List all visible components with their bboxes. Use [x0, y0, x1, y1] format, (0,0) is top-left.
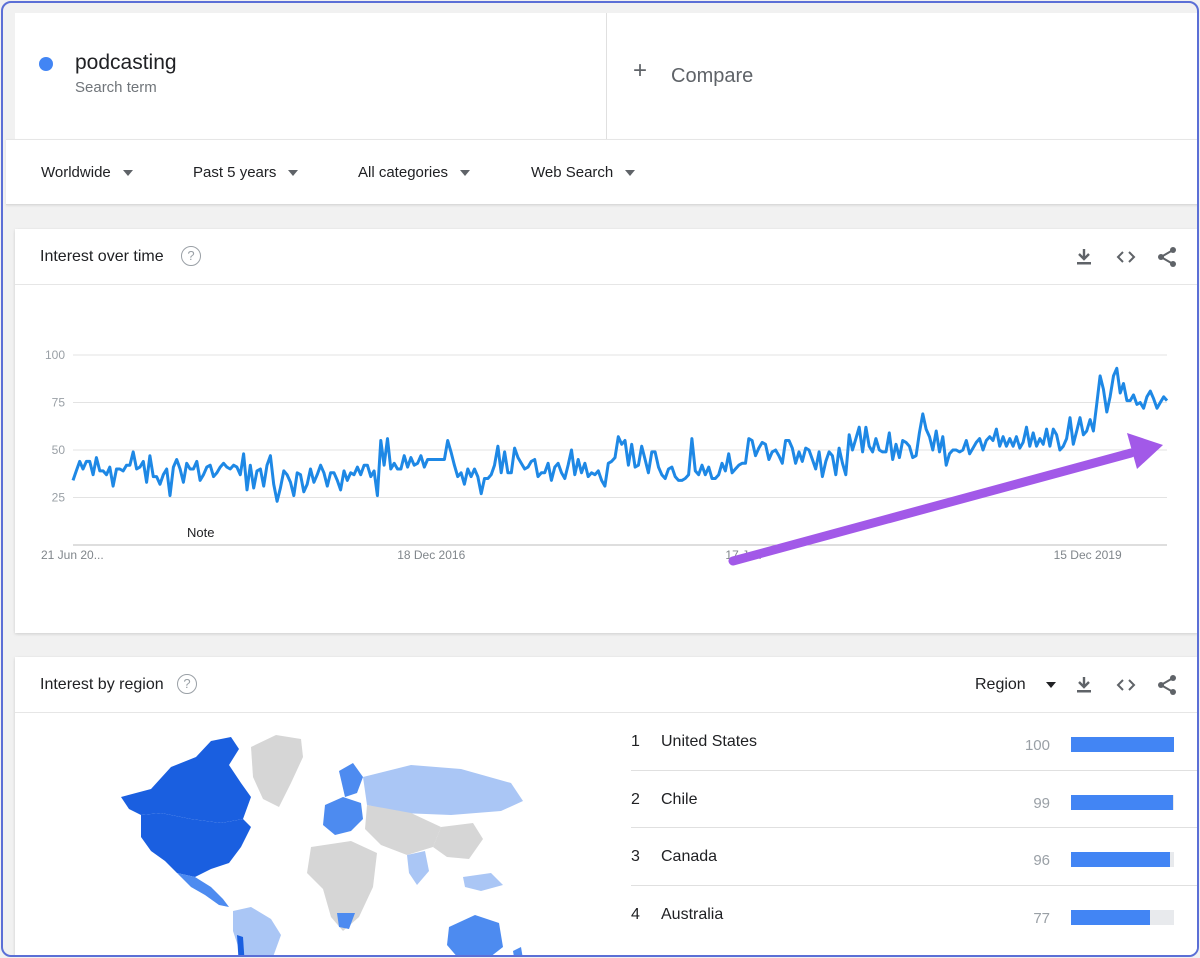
region-bar-track [1071, 737, 1174, 752]
region-filter-label: Worldwide [41, 164, 111, 181]
map-region-chile[interactable] [237, 935, 245, 957]
list-item[interactable]: 2 Chile 99 [631, 771, 1197, 828]
map-region-africa [307, 841, 377, 931]
compare-button[interactable]: + Compare [607, 13, 1197, 139]
region-bar-track [1071, 852, 1174, 867]
search-term-name: podcasting [75, 51, 177, 74]
region-bar-fill [1071, 852, 1170, 867]
embed-code-icon[interactable] [1114, 673, 1138, 697]
region-value: 99 [1033, 794, 1050, 812]
download-icon[interactable] [1072, 673, 1096, 697]
help-icon[interactable]: ? [181, 246, 201, 266]
list-item[interactable]: 3 Canada 96 [631, 828, 1197, 886]
region-value: 100 [1024, 737, 1050, 754]
map-region-india[interactable] [407, 851, 429, 885]
map-region-australia[interactable] [447, 915, 503, 957]
map-region-united-states[interactable] [141, 813, 251, 877]
map-region-south-africa[interactable] [337, 913, 355, 929]
search-type-filter-label: Web Search [531, 164, 614, 181]
region-ranking-list: 1 United States 100 2 Chile 99 3 Canada … [631, 713, 1197, 944]
y-tick-label: 25 [52, 491, 66, 505]
y-tick-label: 75 [52, 396, 66, 410]
plus-icon: + [633, 57, 648, 84]
card-header: Interest by region ? Region [15, 657, 1197, 713]
interest-over-time-title: Interest over time [40, 248, 164, 265]
trend-arrow-head [1127, 433, 1163, 469]
region-bar-fill [1071, 909, 1151, 925]
region-rank: 1 [631, 733, 640, 750]
period-filter-dropdown[interactable]: Past 5 years [193, 164, 299, 181]
map-region-southeast-asia[interactable] [463, 873, 503, 891]
filter-bar: Worldwide Past 5 years All categories We… [6, 139, 1197, 205]
map-region-new-zealand[interactable] [513, 947, 523, 957]
share-icon[interactable] [1155, 245, 1179, 269]
map-region-asia [365, 805, 441, 855]
x-tick-label: 15 Dec 2019 [1054, 548, 1122, 562]
caret-down-icon [288, 169, 299, 176]
caret-down-icon [122, 169, 133, 176]
term-color-dot [39, 57, 53, 71]
world-map[interactable] [111, 727, 531, 957]
map-region-europe[interactable] [323, 797, 363, 835]
caret-down-icon [1045, 682, 1056, 688]
map-region-canada[interactable] [121, 737, 251, 823]
region-filter-dropdown[interactable]: Worldwide [41, 164, 133, 181]
caret-down-icon [460, 169, 471, 176]
map-region-east-asia [433, 823, 483, 859]
list-item[interactable]: 4 Australia 77 [631, 886, 1197, 944]
map-region-scandinavia[interactable] [339, 763, 363, 797]
region-bar-track [1071, 794, 1174, 810]
x-tick-label: 21 Jun 20... [41, 548, 104, 562]
series-line [71, 366, 1169, 503]
region-name: United States [661, 733, 758, 750]
region-name: Chile [661, 790, 698, 808]
y-tick-label: 100 [45, 348, 65, 362]
region-bar-track [1071, 909, 1174, 925]
download-icon[interactable] [1072, 245, 1096, 269]
region-rank: 2 [631, 790, 640, 808]
list-item[interactable]: 1 United States 100 [631, 713, 1197, 771]
region-value: 96 [1033, 852, 1050, 869]
help-icon[interactable]: ? [177, 674, 197, 694]
map-region-mexico[interactable] [177, 873, 229, 907]
compare-label: Compare [671, 65, 754, 87]
search-term-bar: podcasting Search term + Compare [15, 13, 1197, 139]
x-tick-label: 18 Dec 2016 [397, 548, 465, 562]
search-term-card[interactable]: podcasting Search term [15, 13, 607, 139]
map-region-russia[interactable] [363, 765, 523, 815]
region-value: 77 [1033, 909, 1050, 927]
category-filter-dropdown[interactable]: All categories [358, 164, 471, 181]
interest-over-time-card: Interest over time ? 25 50 75 100 21 Jun 20… [15, 229, 1198, 633]
period-filter-label: Past 5 years [193, 164, 277, 181]
map-region-greenland [251, 735, 303, 807]
search-term-subtitle: Search term [75, 79, 157, 96]
category-filter-label: All categories [358, 164, 449, 181]
region-rank: 3 [631, 848, 640, 865]
trend-arrow-shaft [728, 448, 1136, 566]
region-bar-fill [1071, 794, 1173, 810]
map-region-south-america[interactable] [233, 907, 281, 957]
region-bar-fill [1071, 737, 1174, 752]
chart-note-label[interactable]: Note [187, 525, 214, 540]
caret-down-icon [625, 169, 636, 176]
interest-by-region-title: Interest by region [40, 676, 164, 693]
share-icon[interactable] [1155, 673, 1179, 697]
embed-code-icon[interactable] [1114, 245, 1138, 269]
search-type-filter-dropdown[interactable]: Web Search [531, 164, 636, 181]
region-resolution-dropdown[interactable]: Region [975, 676, 1056, 694]
interest-by-region-card: Interest by region ? Region [15, 657, 1197, 957]
y-tick-label: 50 [52, 443, 66, 457]
region-name: Canada [661, 848, 718, 865]
trend-arrow-annotation [728, 433, 1163, 566]
region-name: Australia [661, 905, 724, 923]
card-header: Interest over time ? [15, 229, 1197, 285]
region-rank: 4 [631, 905, 640, 923]
region-resolution-label: Region [975, 676, 1026, 693]
